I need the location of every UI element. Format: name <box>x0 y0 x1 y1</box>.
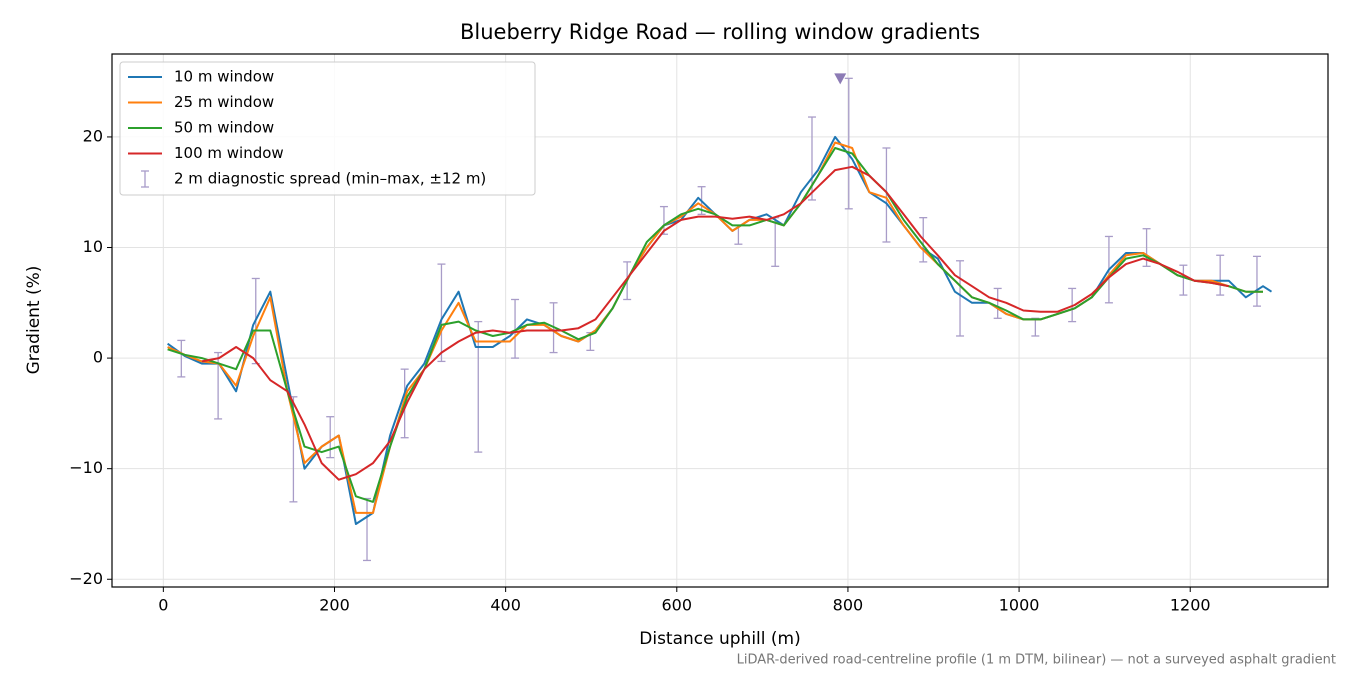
x-tick-label: 400 <box>490 596 521 615</box>
legend-label: 100 m window <box>174 144 284 162</box>
error-bar <box>882 147 891 243</box>
legend: 10 m window 25 m window 50 m window 100 m w… <box>119 61 536 196</box>
x-tick-label: 1200 <box>1170 596 1211 615</box>
y-tick-label: 20 <box>83 126 103 145</box>
x-tick-label: 200 <box>319 596 350 615</box>
error-bar <box>844 77 853 210</box>
y-tick-label: 0 <box>93 348 103 367</box>
chart-title: Blueberry Ridge Road — rolling window gr… <box>460 20 980 44</box>
series-line <box>201 165 1229 481</box>
x-tick-label: 0 <box>158 596 168 615</box>
error-bar <box>807 116 816 201</box>
error-bar <box>1179 264 1188 296</box>
y-tick-label: −10 <box>69 458 103 477</box>
error-bar <box>1252 255 1261 307</box>
peak-marker <box>834 73 847 85</box>
x-tick-label: 1000 <box>999 596 1040 615</box>
x-tick-label: 800 <box>833 596 864 615</box>
error-bar <box>363 497 372 562</box>
y-tick-label: 10 <box>83 237 103 256</box>
series-line <box>167 147 1263 503</box>
legend-box <box>119 61 536 196</box>
y-axis-label: Gradient (%) <box>24 266 44 375</box>
error-bar <box>474 320 483 453</box>
legend-label: 2 m diagnostic spread (min–max, ±12 m) <box>174 170 486 188</box>
plot-frame <box>111 53 1329 588</box>
error-bar <box>1031 317 1040 337</box>
error-bar <box>326 416 335 459</box>
x-tick-label: 600 <box>662 596 693 615</box>
error-bar <box>1216 254 1225 296</box>
legend-label: 25 m window <box>174 93 274 111</box>
legend-label: 50 m window <box>174 119 274 137</box>
error-bar <box>511 298 520 359</box>
error-bar <box>771 217 780 267</box>
legend-label: 10 m window <box>174 68 274 86</box>
y-tick-label: −20 <box>69 569 103 588</box>
error-bar <box>437 263 446 363</box>
error-bar <box>956 260 965 337</box>
footnote: LiDAR-derived road-centreline profile (1… <box>737 653 1336 668</box>
error-bar <box>993 287 1002 319</box>
error-bar <box>177 339 186 378</box>
x-axis-label: Distance uphill (m) <box>639 629 800 649</box>
